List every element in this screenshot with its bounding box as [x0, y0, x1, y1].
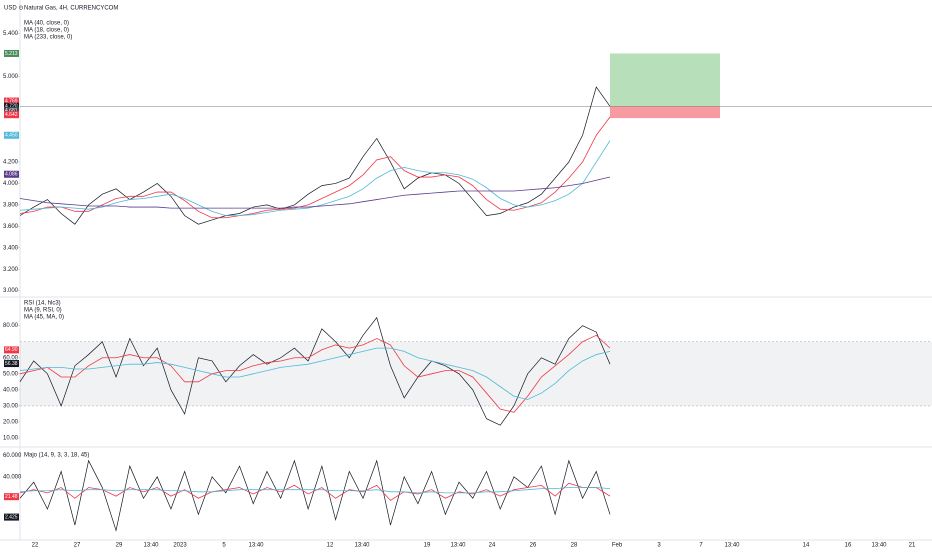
series-line: [19, 334, 611, 413]
stop-zone: [610, 106, 720, 119]
price-badge: [4, 360, 19, 368]
y-tick-label: 4.200: [3, 160, 19, 166]
price-badge-label: 2.425: [5, 514, 18, 520]
y-tick-label: 80.00: [3, 323, 19, 329]
price-badge-label: 4.681: [5, 108, 18, 114]
price-badge: [4, 49, 19, 57]
x-tick-label: 24: [489, 543, 496, 549]
y-tick-label: 3.800: [3, 202, 19, 208]
y-tick-label: 50.00: [3, 371, 19, 377]
x-tick-label: 7: [699, 543, 703, 549]
legend-entry: MA (40, close, 0): [24, 21, 69, 27]
y-tick-label: 20.00: [3, 420, 19, 426]
price-badge: [4, 346, 19, 354]
x-tick-label: Feb: [612, 543, 623, 549]
series-line: [19, 316, 611, 426]
y-tick-label: 4.000: [3, 181, 19, 187]
rsi-band: [20, 341, 932, 406]
price-badge: [4, 102, 19, 110]
x-tick-label: 13:40: [354, 543, 370, 549]
x-tick-label: 5: [222, 543, 226, 549]
y-tick-label: 5.000: [3, 74, 19, 80]
price-badge: [4, 131, 19, 139]
y-tick-label: 3.600: [3, 224, 19, 230]
legend-entry: MA (233, close, 0): [24, 35, 72, 41]
price-badge-label: 4.642: [5, 112, 18, 118]
y-tick-label: 3.000: [3, 288, 19, 294]
x-tick-label: 29: [116, 543, 123, 549]
legend-entry: RSI (14, hlc3): [24, 301, 61, 307]
legend-entry: Majo (14, 9, 3, 3, 18, 45): [24, 453, 89, 459]
price-badge: [4, 513, 19, 521]
price-badge-label: 4.086: [5, 172, 18, 178]
y-tick-label: 60.000: [3, 453, 22, 459]
x-tick-label: 19: [424, 543, 431, 549]
series-line: [19, 347, 611, 400]
y-tick-label: 3.200: [3, 267, 19, 273]
x-tick-label: 14: [803, 543, 810, 549]
y-tick-label: 10.00: [3, 436, 19, 442]
x-tick-label: 13:40: [248, 543, 264, 549]
series-line: [19, 116, 611, 219]
legend-entry: MA (9, RSI, 0): [24, 308, 62, 314]
legend-entry: MA (45, MA, 0): [24, 315, 64, 321]
series-line: [19, 86, 611, 225]
x-tick-label: 21: [909, 543, 916, 549]
y-tick-label: 40.000: [3, 474, 22, 480]
target-zone: [610, 53, 720, 107]
series-line: [19, 176, 611, 209]
x-tick-label: 3: [657, 543, 661, 549]
price-badge: [4, 97, 19, 105]
x-tick-label: 13:40: [724, 543, 740, 549]
price-badge-label: 4.720: [5, 104, 18, 110]
price-badge-label: 4.450: [5, 133, 18, 139]
price-badge-label: 21.48: [5, 494, 18, 500]
y-tick-label: 3.400: [3, 245, 19, 251]
symbol-title[interactable]: Natural Gas, 4H, CURRENCYCOM: [24, 6, 118, 12]
price-badge: [4, 493, 19, 501]
y-tick-label: 5.400: [3, 31, 19, 37]
price-badge-label: 64.90: [5, 347, 18, 353]
x-tick-label: 2023: [173, 543, 187, 549]
price-badge: [4, 170, 19, 178]
x-tick-label: 16: [845, 543, 852, 549]
price-badge: [4, 111, 19, 119]
y-tick-label: 40.00: [3, 387, 19, 393]
x-tick-label: 27: [74, 543, 81, 549]
x-tick-label: 28: [571, 543, 578, 549]
series-line: [19, 459, 611, 532]
y-tick-label: 30.00: [3, 403, 19, 409]
price-badge: [4, 106, 19, 114]
legend-entry: MA (18, close, 0): [24, 28, 69, 34]
x-tick-label: 26: [530, 543, 537, 549]
x-tick-label: 12: [327, 543, 334, 549]
x-tick-label: 13:40: [450, 543, 466, 549]
price-badge-label: 4.769: [5, 98, 18, 104]
series-line: [19, 487, 611, 494]
x-tick-label: 13:40: [871, 543, 887, 549]
price-badge-label: 5.213: [5, 51, 18, 57]
y-tick-label: 60.00: [3, 355, 19, 361]
unit-label: USD ⊙: [4, 6, 23, 12]
x-tick-label: 13:40: [143, 543, 159, 549]
x-tick-label: 22: [32, 543, 39, 549]
price-badge-label: 56.38: [5, 361, 18, 367]
